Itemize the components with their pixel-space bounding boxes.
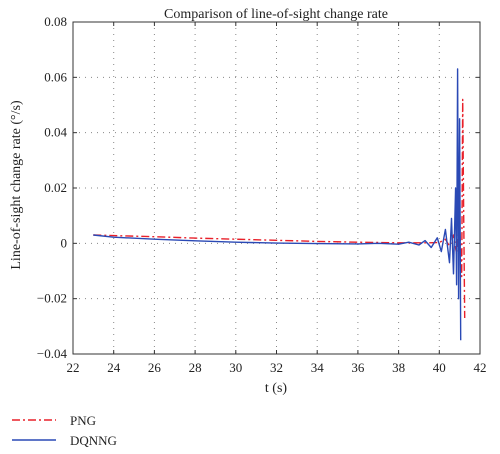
x-tick-label: 34 bbox=[311, 360, 325, 375]
legend-label-dqnng: DQNNG bbox=[70, 433, 117, 448]
x-tick-label: 26 bbox=[148, 360, 162, 375]
x-tick-label: 36 bbox=[351, 360, 365, 375]
series-line-dqnng bbox=[93, 68, 462, 341]
y-tick-label: 0 bbox=[61, 235, 68, 250]
x-axis-label: t (s) bbox=[265, 381, 288, 396]
x-tick-label: 42 bbox=[474, 360, 487, 375]
legend-label-png: PNG bbox=[70, 413, 96, 428]
y-axis-label: Line-of-sight change rate (°/s) bbox=[9, 100, 24, 270]
y-tick-label: 0.02 bbox=[44, 180, 67, 195]
series-line-png bbox=[93, 98, 466, 319]
chart-title: Comparison of line-of-sight change rate bbox=[164, 7, 388, 22]
x-tick-label: 38 bbox=[392, 360, 405, 375]
x-tick-label: 30 bbox=[229, 360, 242, 375]
y-tick-label: 0.06 bbox=[44, 69, 67, 84]
y-tick-label: 0.08 bbox=[44, 14, 67, 29]
y-tick-label: −0.02 bbox=[37, 291, 67, 306]
x-tick-label: 22 bbox=[67, 360, 80, 375]
y-tick-label: 0.04 bbox=[44, 125, 67, 140]
x-tick-label: 40 bbox=[433, 360, 446, 375]
y-tick-label: −0.04 bbox=[37, 346, 68, 361]
x-tick-label: 32 bbox=[270, 360, 283, 375]
x-tick-label: 24 bbox=[107, 360, 121, 375]
x-tick-label: 28 bbox=[189, 360, 202, 375]
